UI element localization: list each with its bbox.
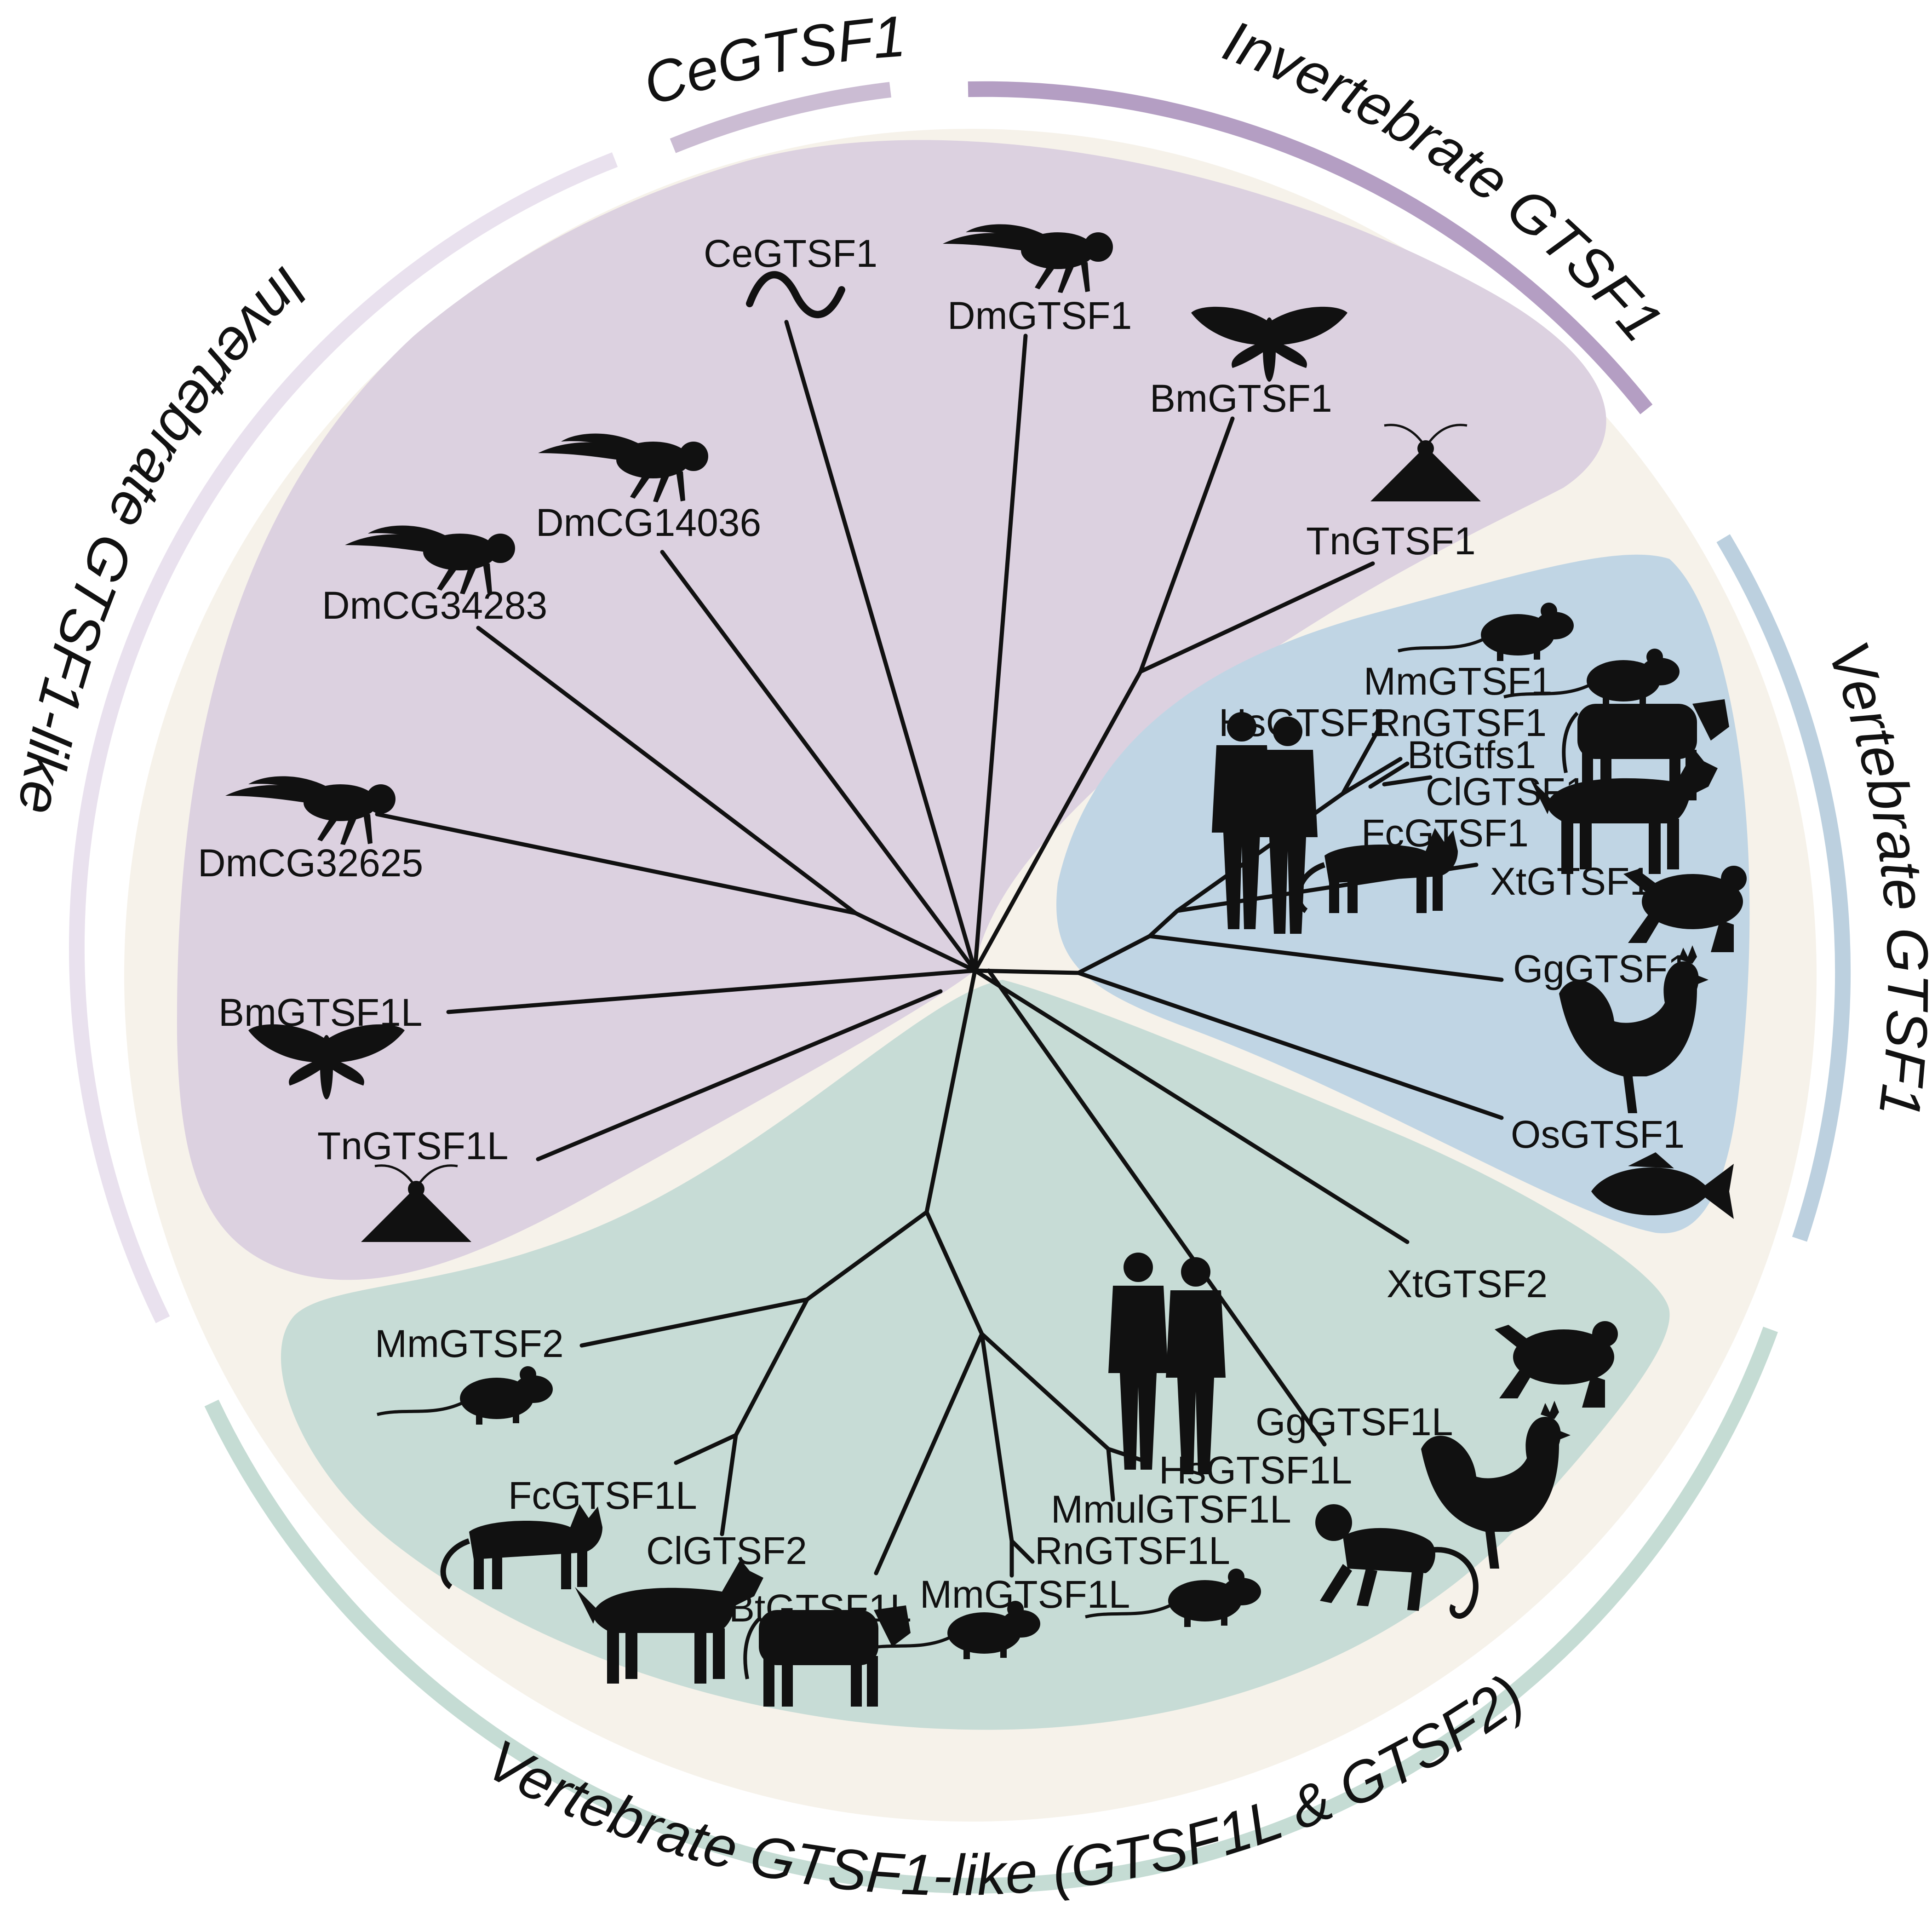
branch-vert-inner-2 [1147,908,1180,938]
branch-invertebrate-gtsf1-stem [973,669,1143,973]
tree-branches [375,320,1504,1578]
branch-rngtsf1 [1341,757,1403,796]
branch-bmgtsf1l [446,968,977,1014]
branch-clgtsf2 [720,1433,738,1536]
branch-rngtsf1l [1009,1539,1035,1564]
branch-vertebrate-stem [973,968,1081,975]
branch-fcgtsf1l [674,1433,738,1465]
branch-tngtsf1 [1138,561,1375,674]
branch-xtgtsf2 [973,968,1410,1244]
branch-dmgtsf1 [973,333,1028,973]
branch-vert-inner [1076,934,1152,975]
leaf-label-clgtsf2: ClGTSF2 [646,1529,807,1572]
branch-vertebrate-like-stem [924,968,977,1214]
leaf-label-cegtsf1: CeGTSF1 [704,232,877,275]
leaf-label-mmgtsf1l: MmGTSF1L [920,1573,1130,1616]
branch-btgtsf1l [874,1332,984,1575]
leaf-label-gggtsf1: GgGTSF1 [1513,947,1689,990]
branch-clgtsf1 [1382,775,1433,787]
leaf-label-rngtsf1l: RnGTSF1L [1035,1529,1230,1572]
branch-dmcg14036 [660,550,977,973]
branch-carnivora-stem [734,1297,809,1437]
leaf-label-tngtsf1: TnGTSF1 [1306,519,1476,563]
leaf-label-tngtsf1l: TnGTSF1L [317,1124,508,1167]
branch-primate-stem [980,1332,1111,1451]
branch-tngtsf1l [536,989,943,1161]
leaf-label-btgtfs1: BtGtfs1 [1407,733,1536,776]
leaf-label-dmcg34283: DmCG34283 [322,584,547,627]
leaf-label-rngtsf1: RnGTSF1 [1373,701,1547,744]
branch-mmulgtsf1l [1106,1447,1115,1502]
leaf-label-mmulgtsf1l: MmulGTSF1L [1051,1488,1291,1531]
branch-gggtsf1l [986,968,1327,1447]
branch-gggtsf1 [1147,934,1504,982]
invertebrate-region [177,140,1606,1280]
leaf-label-osgtsf1: OsGTSF1 [1511,1113,1685,1156]
leaf-label-dmcg14036: DmCG14036 [536,501,761,544]
branch-cegtsf1 [784,320,977,973]
leaf-label-gggtsf1l: GgGTSF1L [1256,1400,1453,1443]
branch-dmcg34283 [476,626,858,915]
branch-hsgtsf1 [1341,729,1380,796]
leaf-label-dmgtsf1: DmGTSF1 [947,294,1132,337]
branch-gtsf1l-stem [924,1210,984,1336]
leaf-label-xtgtsf2: XtGTSF2 [1387,1262,1548,1305]
branch-mmgtsf2 [579,1297,809,1348]
branch-bmgtsf1 [1138,416,1235,674]
branch-dmcg34283-stem [853,911,977,973]
branch-osgtsf1 [1076,971,1504,1120]
leaf-label-mmgtsf2: MmGTSF2 [375,1322,564,1365]
branch-dmcg32625 [375,812,858,915]
branch-btgtfs1 [1368,761,1410,789]
leaf-label-fcgtsf1l: FcGTSF1L [508,1474,697,1517]
vertebrate-like-region [281,980,1670,1730]
leaf-label-bmgtsf1: BmGTSF1 [1150,377,1332,420]
branch-like-split [805,1210,929,1302]
leaf-labels: CeGTSF1 DmGTSF1 BmGTSF1 TnGTSF1 DmCG1403… [198,232,1689,1630]
leaf-label-mmgtsf1: MmGTSF1 [1364,660,1553,703]
leaf-label-dmcg32625: DmCG32625 [198,841,423,885]
branch-rodent-stem [980,1332,1014,1543]
